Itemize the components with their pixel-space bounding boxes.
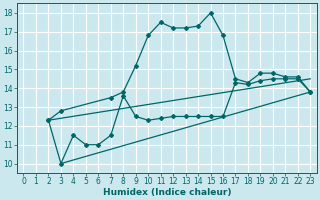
X-axis label: Humidex (Indice chaleur): Humidex (Indice chaleur) <box>103 188 231 197</box>
